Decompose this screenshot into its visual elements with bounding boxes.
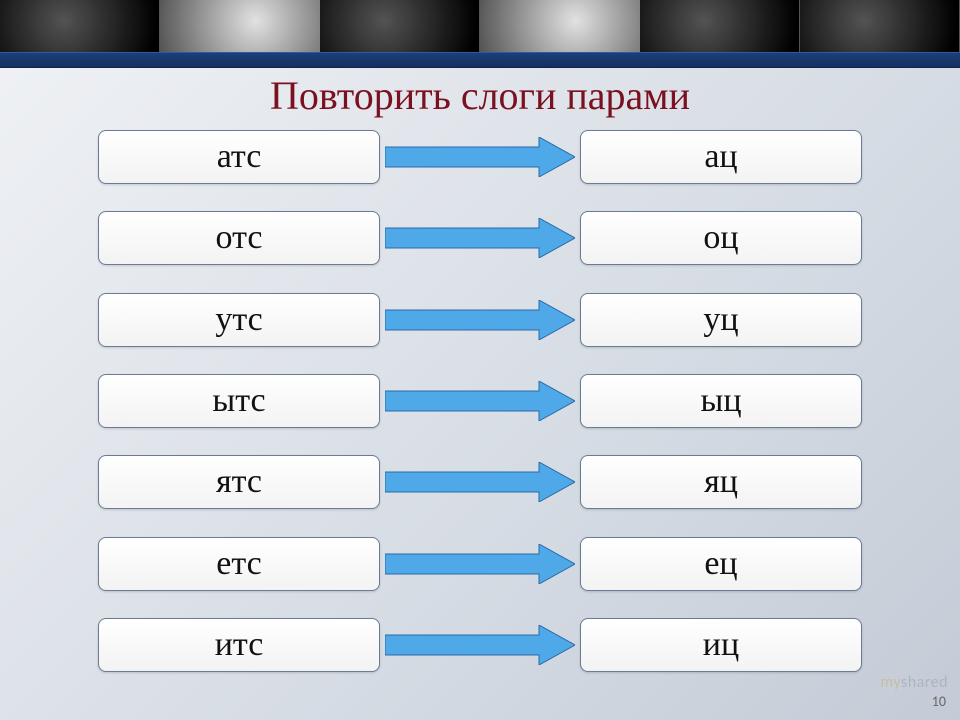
- pair-row: атс ац: [80, 130, 880, 184]
- arrow-icon: [380, 548, 580, 580]
- syllable-left: отс: [98, 211, 380, 265]
- pairs-container: атс ац отс оц утс уц ытс ыц ятс яц етс ец итс …: [0, 130, 960, 682]
- syllable-right: оц: [580, 211, 862, 265]
- syllable-left: етс: [98, 537, 380, 591]
- watermark: myshared: [880, 673, 948, 692]
- syllable-right: ец: [580, 537, 862, 591]
- watermark-part-my: my: [880, 673, 901, 692]
- arrow-icon: [380, 385, 580, 417]
- pair-row: ытс ыц: [80, 374, 880, 428]
- arrow-icon: [380, 466, 580, 498]
- slide: Повторить слоги парами атс ац отс оц утс у…: [0, 0, 960, 720]
- photo-strip: [0, 0, 960, 52]
- arrow-icon: [380, 304, 580, 336]
- syllable-left: ытс: [98, 374, 380, 428]
- strip-cell: [480, 0, 640, 52]
- arrow-icon: [380, 222, 580, 254]
- pair-row: ятс яц: [80, 455, 880, 509]
- strip-cell: [800, 0, 960, 52]
- strip-cell: [0, 0, 160, 52]
- syllable-right: яц: [580, 455, 862, 509]
- watermark-part-shared: shared: [901, 673, 948, 692]
- page-number: 10: [932, 693, 946, 710]
- syllable-left: утс: [98, 293, 380, 347]
- syllable-left: ятс: [98, 455, 380, 509]
- syllable-right: уц: [580, 293, 862, 347]
- strip-cell: [320, 0, 480, 52]
- syllable-right: иц: [580, 618, 862, 672]
- arrow-icon: [380, 629, 580, 661]
- pair-row: етс ец: [80, 537, 880, 591]
- strip-cell: [160, 0, 320, 52]
- syllable-left: атс: [98, 130, 380, 184]
- pair-row: итс иц: [80, 618, 880, 672]
- syllable-right: ац: [580, 130, 862, 184]
- slide-title: Повторить слоги парами: [0, 72, 960, 119]
- arrow-icon: [380, 141, 580, 173]
- pair-row: отс оц: [80, 211, 880, 265]
- accent-bar: [0, 52, 960, 68]
- syllable-left: итс: [98, 618, 380, 672]
- strip-cell: [640, 0, 800, 52]
- pair-row: утс уц: [80, 293, 880, 347]
- syllable-right: ыц: [580, 374, 862, 428]
